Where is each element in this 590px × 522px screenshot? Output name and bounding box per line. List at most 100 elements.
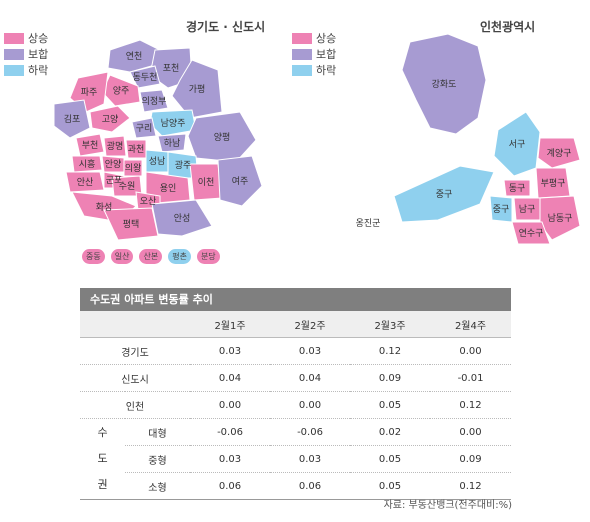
region-namdonggu	[539, 195, 581, 241]
legend-swatch-flat	[4, 48, 24, 60]
region-uiwang	[123, 159, 143, 177]
group-label-cell: 수 도 권	[80, 418, 125, 500]
table-cell: 0.00	[430, 418, 511, 446]
price-change-table: 2월1주 2월2주 2월3주 2월4주 경기도 0.03 0.03 0.12 0…	[80, 311, 511, 500]
table-cell: 0.04	[190, 364, 270, 392]
region-label: 의정부	[142, 96, 167, 107]
table-cell: 0.12	[430, 391, 511, 419]
region-label: 광주	[175, 159, 192, 171]
table-cell: 0.06	[190, 472, 270, 500]
region-hanam	[157, 133, 187, 153]
region-goyang	[89, 105, 131, 133]
group-label-char: 도	[97, 452, 108, 465]
row-label: 경기도	[80, 337, 190, 365]
row-label: 인천	[80, 391, 190, 419]
region-label: 가평	[189, 84, 206, 95]
region-label: 중구	[493, 204, 510, 215]
newtown-bundang: 분당	[196, 249, 220, 264]
table-cell: 0.04	[270, 364, 350, 392]
table-cell: 0.06	[270, 472, 350, 500]
legend-swatch-fall	[292, 64, 312, 76]
table-cell: 0.00	[270, 391, 350, 419]
incheon-map-title: 인천광역시	[480, 20, 536, 34]
region-donggu	[503, 179, 531, 197]
table-cell: 0.00	[190, 391, 270, 419]
table-cell: -0.01	[430, 364, 511, 392]
region-junggu-island	[393, 165, 495, 223]
table-cell: 0.02	[350, 418, 430, 446]
region-anseong	[151, 199, 213, 237]
table-cell: 0.03	[190, 445, 270, 473]
table-cell: 0.12	[350, 337, 430, 365]
source-note: 자료: 부동산뱅크(전주대비:%)	[383, 500, 512, 511]
newtown-pyeongchon: 평촌	[168, 249, 191, 264]
table-row: 인천 0.00 0.00 0.05 0.12	[80, 391, 511, 419]
gyeonggi-map-panel: 경기도 · 신도시 상승 보합 하락	[0, 0, 290, 280]
table-row: 소형 0.06 0.06 0.05 0.12	[80, 472, 511, 500]
table-row: 수 도 권 대형 -0.06 -0.06 0.02 0.00	[80, 418, 511, 500]
region-label: 포천	[163, 63, 180, 74]
table-cell: -0.06	[190, 418, 270, 446]
region-label: 부평구	[541, 178, 566, 189]
table-row: 중형 0.03 0.03 0.05 0.09	[80, 445, 511, 473]
row-label: 소형	[125, 472, 190, 500]
gyeonggi-map-title: 경기도 · 신도시	[186, 20, 266, 34]
incheon-map-panel: 인천광역시 상승 보합 하락 강화도 서구 계양구 부평구 동구 중구 중구 남구 남동구 연수구…	[290, 0, 590, 280]
region-label: 군포	[106, 175, 123, 186]
table-cell: 0.05	[350, 445, 430, 473]
region-label: 양평	[214, 132, 231, 143]
region-label: 하남	[164, 138, 181, 149]
gyeonggi-legend: 상승 보합 하락	[4, 30, 48, 78]
newtown-jungdong: 중동	[82, 249, 105, 264]
group-label-char: 권	[97, 478, 108, 491]
region-label: 파주	[81, 87, 98, 98]
legend-item-flat: 보합	[4, 46, 48, 62]
col-header: 2월4주	[430, 311, 511, 338]
col-header: 2월2주	[270, 311, 350, 338]
legend-label-rise: 상승	[28, 32, 49, 45]
legend-swatch-rise	[4, 32, 24, 44]
region-label: 계양구	[547, 147, 572, 159]
header-empty	[80, 311, 190, 338]
row-label: 대형	[125, 418, 190, 446]
region-label: 옹진군	[356, 218, 381, 229]
region-label: 강화도	[432, 79, 457, 90]
incheon-legend: 상승 보합 하락	[292, 30, 336, 78]
region-label: 남동구	[548, 213, 573, 224]
legend-label-fall: 하락	[28, 64, 49, 77]
legend-label-rise: 상승	[316, 32, 337, 45]
table-cell: 0.03	[270, 337, 350, 365]
legend-swatch-fall	[4, 64, 24, 76]
region-label: 양주	[113, 86, 130, 97]
region-label: 의왕	[125, 163, 142, 174]
region-bucheon	[75, 133, 105, 157]
table-cell: 0.00	[430, 337, 511, 365]
legend-item-fall: 하락	[292, 62, 336, 78]
region-ansan	[65, 171, 105, 193]
region-label: 구리	[136, 123, 153, 134]
legend-swatch-flat	[292, 48, 312, 60]
newtown-list: 중동 일산 산본 평촌 분당	[82, 249, 220, 264]
region-dongducheon	[129, 65, 161, 89]
legend-item-rise: 상승	[4, 30, 48, 46]
row-label: 중형	[125, 445, 190, 473]
region-label: 연수구	[519, 228, 544, 239]
region-gyeyanggu	[537, 137, 581, 169]
region-siheung	[71, 155, 103, 173]
table-cell: 0.05	[350, 391, 430, 419]
region-gwangmyeong	[103, 135, 127, 157]
region-label: 동구	[509, 183, 526, 194]
legend-item-flat: 보합	[292, 46, 336, 62]
region-label: 안양	[105, 159, 122, 170]
region-label: 김포	[64, 113, 81, 125]
region-label: 수원	[119, 181, 136, 192]
table-title: 수도권 아파트 변동률 추이	[80, 288, 511, 311]
group-label-char: 수	[97, 426, 108, 439]
region-guri	[131, 117, 157, 139]
table-cell: 0.05	[350, 472, 430, 500]
region-label: 과천	[128, 144, 145, 155]
region-label: 이천	[198, 177, 215, 188]
legend-swatch-rise	[292, 32, 312, 44]
table-cell: 0.09	[430, 445, 511, 473]
table-cell: 0.09	[350, 364, 430, 392]
